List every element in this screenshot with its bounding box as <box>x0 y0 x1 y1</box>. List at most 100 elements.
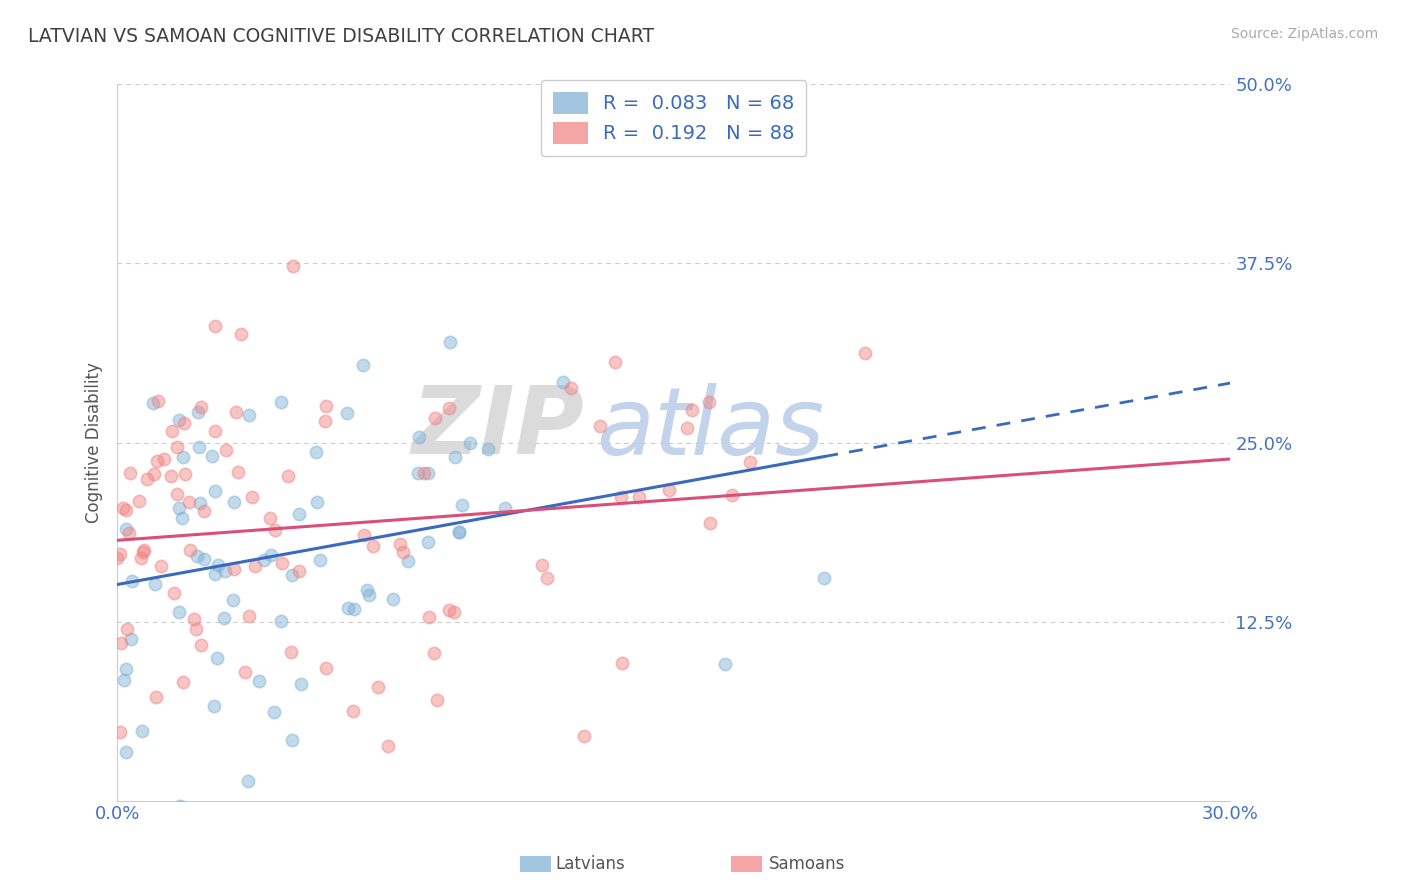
Point <box>259 548 281 562</box>
Point <box>190 638 212 652</box>
Text: Latvians: Latvians <box>555 855 626 873</box>
Point <box>108 547 131 561</box>
Point <box>337 600 360 615</box>
Point <box>169 798 191 813</box>
Point <box>145 690 167 704</box>
Point <box>193 551 215 566</box>
Point <box>359 588 381 602</box>
Point <box>170 510 193 524</box>
Point <box>141 396 163 410</box>
Point <box>443 605 465 619</box>
Point <box>145 577 167 591</box>
Point <box>259 510 281 524</box>
Point <box>204 424 226 438</box>
Point <box>112 501 135 516</box>
Point <box>215 442 238 457</box>
Point <box>271 556 294 570</box>
Point <box>222 562 245 576</box>
Text: LATVIAN VS SAMOAN COGNITIVE DISABILITY CORRELATION CHART: LATVIAN VS SAMOAN COGNITIVE DISABILITY C… <box>28 27 654 45</box>
Point <box>132 543 155 558</box>
Point <box>418 609 440 624</box>
Point <box>536 571 558 585</box>
Point <box>207 650 229 665</box>
Point <box>204 483 226 498</box>
Point <box>212 611 235 625</box>
Point <box>553 375 575 389</box>
Point <box>121 574 143 589</box>
Point <box>184 622 207 636</box>
Point <box>149 558 172 573</box>
Point <box>132 544 155 558</box>
Point <box>160 468 183 483</box>
Point <box>283 259 305 273</box>
Point <box>308 553 330 567</box>
Point <box>174 467 197 482</box>
Point <box>231 326 253 341</box>
Point <box>356 583 378 598</box>
Point <box>589 419 612 434</box>
Point <box>305 494 328 508</box>
Point <box>281 733 304 747</box>
Point <box>609 491 631 505</box>
Point <box>188 496 211 510</box>
Point <box>131 724 153 739</box>
Point <box>451 498 474 512</box>
Point <box>128 494 150 508</box>
Point <box>658 483 681 498</box>
Point <box>494 500 516 515</box>
Point <box>444 450 467 465</box>
Point <box>207 558 229 572</box>
Point <box>228 466 250 480</box>
Point <box>167 605 190 619</box>
Point <box>186 549 208 563</box>
Point <box>447 524 470 539</box>
Point <box>162 425 184 439</box>
Point <box>423 646 446 660</box>
Point <box>179 542 201 557</box>
Point <box>281 568 304 582</box>
Point <box>377 739 399 753</box>
Point <box>115 623 138 637</box>
Point <box>336 406 359 420</box>
Point <box>201 449 224 463</box>
Point <box>612 656 634 670</box>
Point <box>460 435 482 450</box>
Point <box>120 632 142 647</box>
Legend: R =  0.083   N = 68, R =  0.192   N = 88: R = 0.083 N = 68, R = 0.192 N = 88 <box>541 80 807 156</box>
Point <box>353 528 375 542</box>
Point <box>367 680 389 694</box>
Point <box>240 490 263 504</box>
Point <box>342 704 364 718</box>
Point <box>238 774 260 789</box>
Point <box>172 674 194 689</box>
Point <box>187 405 209 419</box>
Point <box>188 440 211 454</box>
Point <box>166 440 188 454</box>
Point <box>699 516 721 530</box>
Point <box>560 381 582 395</box>
Point <box>277 468 299 483</box>
Point <box>263 706 285 720</box>
Point <box>167 413 190 427</box>
Point <box>423 411 446 425</box>
Point <box>214 564 236 578</box>
Point <box>108 725 131 739</box>
Point <box>392 545 415 559</box>
Point <box>143 467 166 481</box>
Point <box>396 554 419 568</box>
Point <box>110 635 132 649</box>
Point <box>129 550 152 565</box>
Point <box>314 414 336 428</box>
Point <box>627 490 650 504</box>
Point <box>740 455 762 469</box>
Point <box>315 399 337 413</box>
Point <box>408 430 430 444</box>
Point <box>193 503 215 517</box>
Point <box>714 657 737 672</box>
Point <box>172 450 194 465</box>
Point <box>290 677 312 691</box>
Point <box>270 615 292 629</box>
Point <box>115 745 138 759</box>
Point <box>343 602 366 616</box>
Point <box>112 673 135 688</box>
